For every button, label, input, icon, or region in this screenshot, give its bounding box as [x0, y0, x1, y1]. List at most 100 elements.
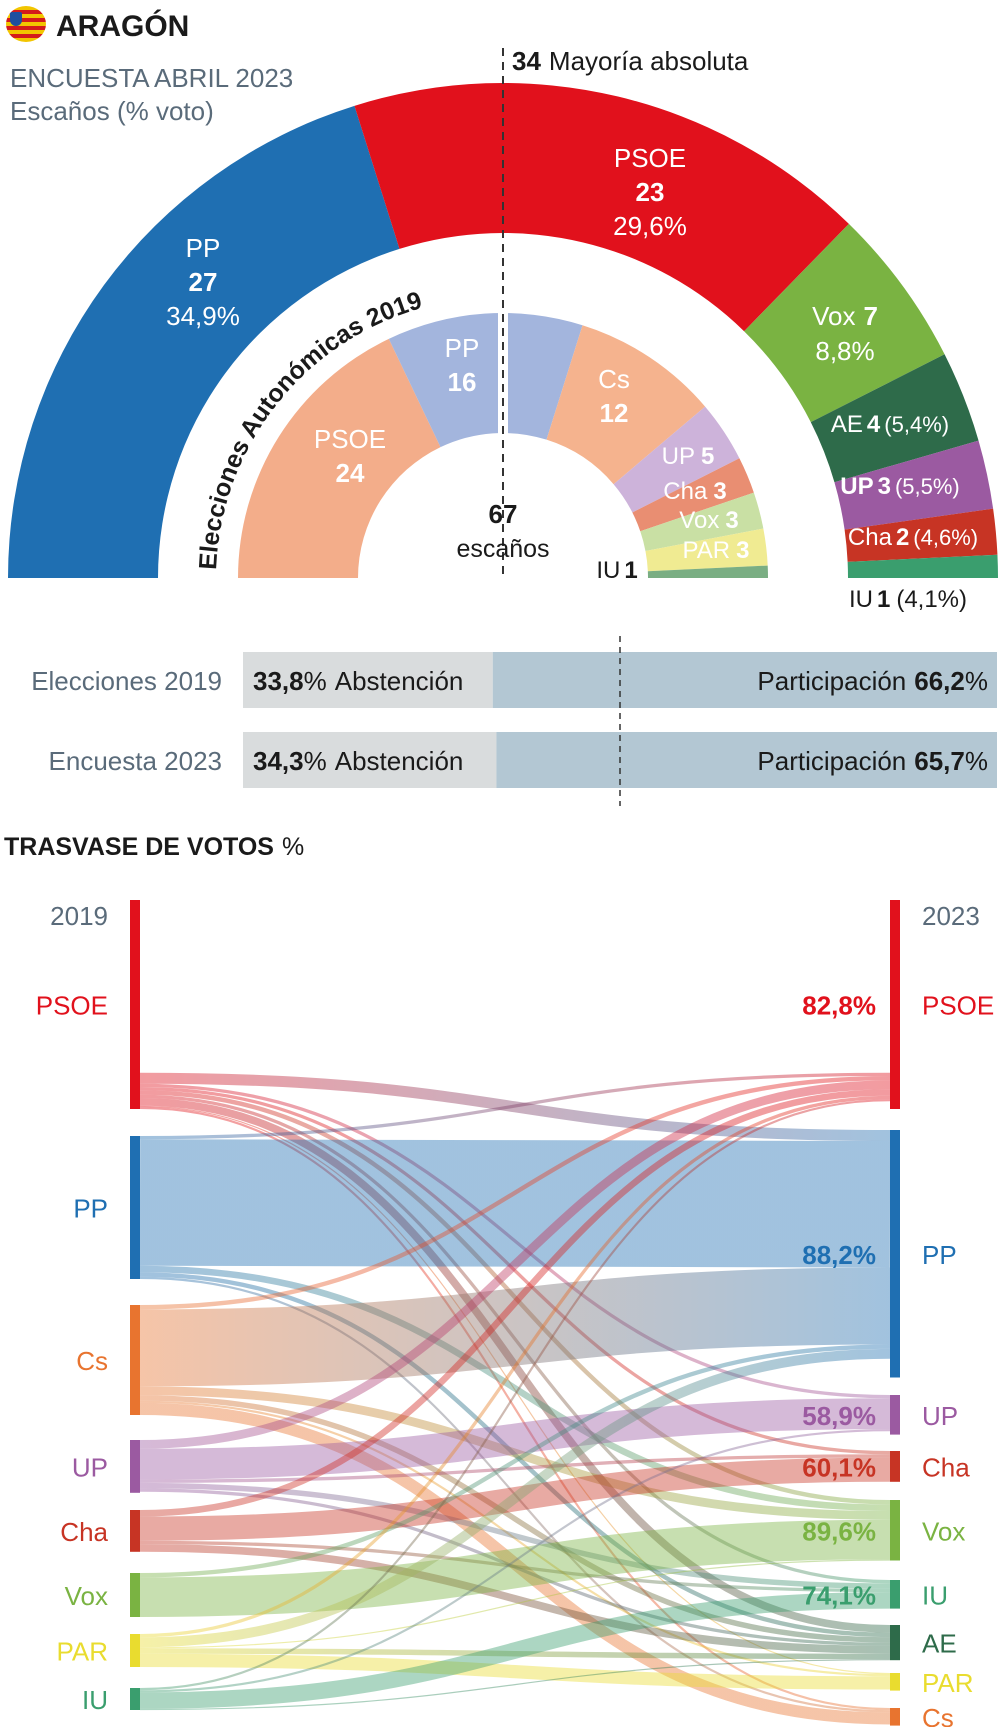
survey-subtitle: ENCUESTA ABRIL 2023 — [10, 63, 293, 93]
flag-shield-icon — [10, 12, 22, 26]
participation-row-label: Elecciones 2019 — [31, 666, 222, 696]
psoe-2023-name: PSOE — [614, 143, 686, 173]
participation-bar — [496, 732, 997, 788]
vox-2019-seats: 3 — [725, 507, 738, 534]
flow-iu-to-iu — [139, 1592, 891, 1709]
abstention-pct-sign: % — [304, 746, 327, 776]
iu-2019-name: IU — [596, 557, 620, 584]
svg-text:34,9%: 34,9% — [166, 301, 240, 331]
inner-slice-pp — [388, 313, 583, 448]
participation-bars: Elecciones 2019 33,8% Abstención Participac… — [31, 636, 997, 806]
flow-up-to-cha — [139, 1454, 891, 1483]
cha-2023-pct: (4,6%) — [913, 525, 978, 550]
vox-2023-seats: 7 — [863, 301, 877, 331]
inner-slice-vox — [640, 492, 764, 551]
right-node-label: PP — [922, 1240, 957, 1270]
pp-2023-seats: 27 — [189, 267, 218, 297]
inner-slice-up — [613, 406, 740, 513]
abstention-word: Abstención — [335, 746, 464, 776]
svg-text:23: 23 — [636, 177, 665, 207]
psoe-2019-seats: 24 — [336, 458, 365, 488]
right-node-ae — [890, 1625, 900, 1661]
abstention-value: 34,3 — [253, 746, 304, 776]
right-node-label: UP — [922, 1401, 958, 1431]
flow-par-to-par — [139, 1653, 891, 1690]
flow-cha-to-psoe — [139, 1089, 891, 1517]
abstention-pct-sign: % — [304, 666, 327, 696]
flow-pp-to-pp — [139, 1139, 891, 1268]
right-node-label: Cs — [922, 1703, 954, 1727]
left-node-label: PP — [73, 1194, 108, 1224]
abstention-value: 33,8 — [253, 666, 304, 696]
vox-2019-name: Vox — [679, 507, 719, 534]
right-node-up — [890, 1395, 900, 1435]
retention-value: 88,2% — [802, 1240, 876, 1270]
psoe-2023-pct: 29,6% — [613, 211, 687, 241]
svg-text:16: 16 — [448, 367, 477, 397]
left-node-label: Cs — [76, 1346, 108, 1376]
left-node-label: UP — [72, 1452, 108, 1482]
left-node-up — [130, 1440, 140, 1493]
outer-slice-pp — [8, 105, 400, 579]
svg-text:IU1: IU 1 — [596, 557, 637, 584]
svg-text:PSOE: PSOE — [614, 143, 686, 173]
left-node-psoe — [130, 900, 140, 1109]
transfer-title-unit: % — [282, 833, 304, 861]
svg-text:34,3%Abstención: 34,3% Abstención — [253, 746, 463, 776]
iu-2019-seats: 1 — [624, 557, 637, 584]
ae-2023-seats: 4 — [867, 411, 881, 438]
center-seats-label: escaños — [456, 535, 549, 563]
right-node-cha — [890, 1451, 900, 1482]
right-node-label: Vox — [922, 1516, 965, 1546]
right-node-label: AE — [922, 1629, 957, 1659]
left-node-label: Cha — [60, 1517, 108, 1547]
right-node-label: IU — [922, 1580, 948, 1610]
participation-word: Participación — [757, 746, 906, 776]
svg-text:AE4(5,4%): AE 4 (5,4%) — [831, 411, 949, 438]
retention-value: 60,1% — [802, 1452, 876, 1482]
flow-cs-to-psoe — [139, 1076, 891, 1310]
outer-parliament-arc — [8, 82, 998, 579]
pp-2019-seats: 16 — [448, 367, 477, 397]
flow-iu-to-psoe — [139, 1099, 891, 1691]
inner-slice-cs — [546, 325, 706, 485]
abstention-word: Abstención — [335, 666, 464, 696]
outer-slice-up — [834, 440, 994, 530]
pp-2023-name: PP — [186, 233, 221, 263]
par-2019-name: PAR — [683, 537, 731, 564]
participation-bar — [492, 652, 997, 708]
left-node-label: Vox — [65, 1581, 108, 1611]
right-node-pp — [890, 1130, 900, 1378]
left-node-pp — [130, 1136, 140, 1279]
flow-vox-to-pp — [139, 1344, 891, 1578]
seats-subtitle: Escaños (% voto) — [10, 96, 214, 126]
flow-up-to-psoe — [139, 1080, 891, 1449]
right-node-cs — [890, 1708, 900, 1726]
participation-word: Participación — [757, 666, 906, 696]
left-node-cha — [130, 1510, 140, 1552]
up-2019-seats: 5 — [701, 443, 714, 470]
participation-pct-sign: % — [965, 666, 988, 696]
inner-parliament-arc — [238, 300, 768, 578]
right-node-psoe — [890, 900, 900, 1109]
inner-slice-par — [645, 528, 768, 572]
inner-slice-iu — [647, 565, 768, 578]
flow-cs-to-pp — [139, 1267, 891, 1387]
right-node-iu — [890, 1580, 900, 1609]
inner-slice-cha — [632, 458, 754, 532]
iu-2023-pct: (4,1%) — [896, 586, 967, 613]
par-2019-seats: 3 — [736, 537, 749, 564]
flow-vox-to-vox — [139, 1519, 891, 1617]
pp-2023-pct: 34,9% — [166, 301, 240, 331]
abstention-bar — [243, 652, 493, 708]
participation-pct-sign: % — [965, 746, 988, 776]
center-seats-value: 67 — [489, 499, 518, 529]
outer-slice-ae — [810, 354, 979, 483]
up-2023-pct: (5,5%) — [895, 474, 960, 499]
svg-text:PP: PP — [186, 233, 221, 263]
left-node-vox — [130, 1573, 140, 1617]
sankey-chart: PSOE PP Cs UP Cha Vox PAR IU PSOE 82,8% PP 88,2% UP 5… — [36, 899, 994, 1727]
